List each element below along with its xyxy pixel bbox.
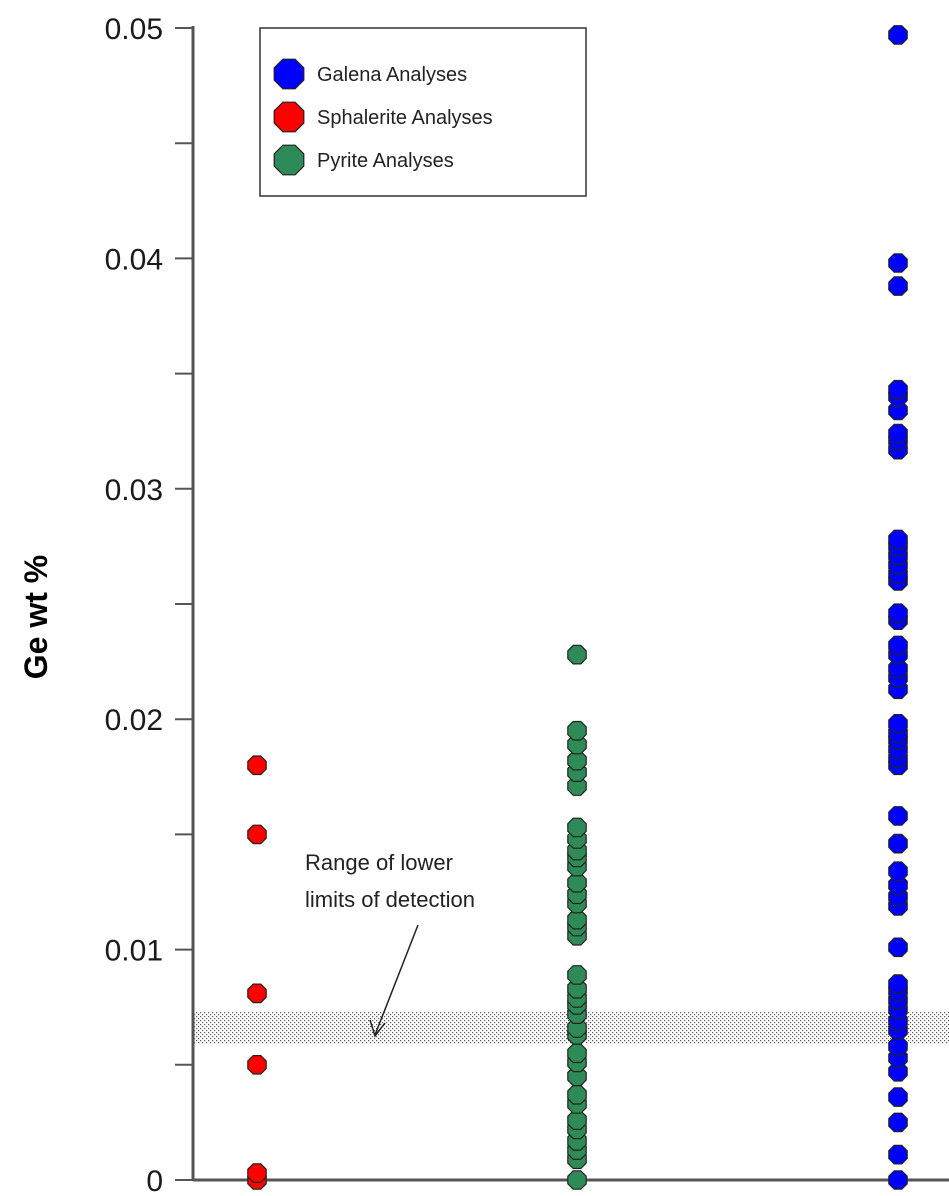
- pyrite-point: [567, 750, 587, 771]
- annotation-line-2: limits of detection: [305, 887, 475, 912]
- pyrite-point: [567, 720, 587, 741]
- galena-point: [888, 276, 908, 296]
- galena-point: [888, 1036, 908, 1057]
- galena-point: [888, 833, 908, 854]
- galena-point: [888, 861, 908, 882]
- pyrite-point: [567, 1170, 587, 1190]
- y-tick-label: 0.04: [105, 243, 163, 276]
- y-tick-label: 0.03: [105, 474, 163, 507]
- pyrite-point: [567, 644, 587, 665]
- annotation-line-1: Range of lower: [305, 850, 453, 875]
- legend-marker-sphalerite: [273, 101, 305, 133]
- legend-marker-galena: [273, 58, 305, 90]
- galena-point: [888, 1144, 908, 1165]
- y-tick-label: 0.01: [105, 935, 163, 968]
- galena-point: [888, 529, 908, 550]
- legend-label-sphalerite: Sphalerite Analyses: [317, 107, 493, 129]
- galena-point: [888, 253, 908, 273]
- galena-point: [888, 423, 908, 444]
- y-tick-label: 0.05: [105, 13, 163, 46]
- y-tick-label: 0.02: [105, 704, 163, 737]
- annotation-arrow-head: [369, 1019, 386, 1038]
- sphalerite-point: [247, 824, 267, 845]
- galena-point: [888, 1112, 908, 1133]
- legend-marker-pyrite: [273, 144, 305, 176]
- pyrite-point: [567, 1084, 587, 1105]
- galena-point: [888, 974, 908, 995]
- sphalerite-point: [247, 1163, 267, 1183]
- galena-point: [888, 1087, 908, 1107]
- galena-point: [888, 1170, 908, 1190]
- galena-point: [888, 25, 908, 45]
- galena-point: [888, 379, 908, 400]
- pyrite-point: [567, 1110, 587, 1130]
- galena-point: [888, 713, 908, 734]
- pyrite-point: [567, 872, 587, 893]
- pyrite-point: [567, 817, 587, 838]
- galena-point: [888, 603, 908, 624]
- sphalerite-point: [247, 755, 267, 776]
- legend-label-galena: Galena Analyses: [317, 64, 467, 86]
- pyrite-point: [567, 1043, 587, 1064]
- pyrite-point: [567, 965, 587, 985]
- legend-label-pyrite: Pyrite Analyses: [317, 150, 454, 172]
- y-tick-label: 0: [146, 1165, 163, 1196]
- annotation-arrow-shaft: [374, 924, 419, 1036]
- y-axis-title: Ge wt %: [18, 555, 54, 679]
- sphalerite-point: [247, 1054, 267, 1075]
- galena-point: [888, 806, 908, 826]
- pyrite-point: [567, 909, 587, 930]
- sphalerite-point: [247, 983, 267, 1004]
- galena-point: [888, 937, 908, 958]
- galena-point: [888, 635, 908, 656]
- legend-box: [259, 27, 587, 197]
